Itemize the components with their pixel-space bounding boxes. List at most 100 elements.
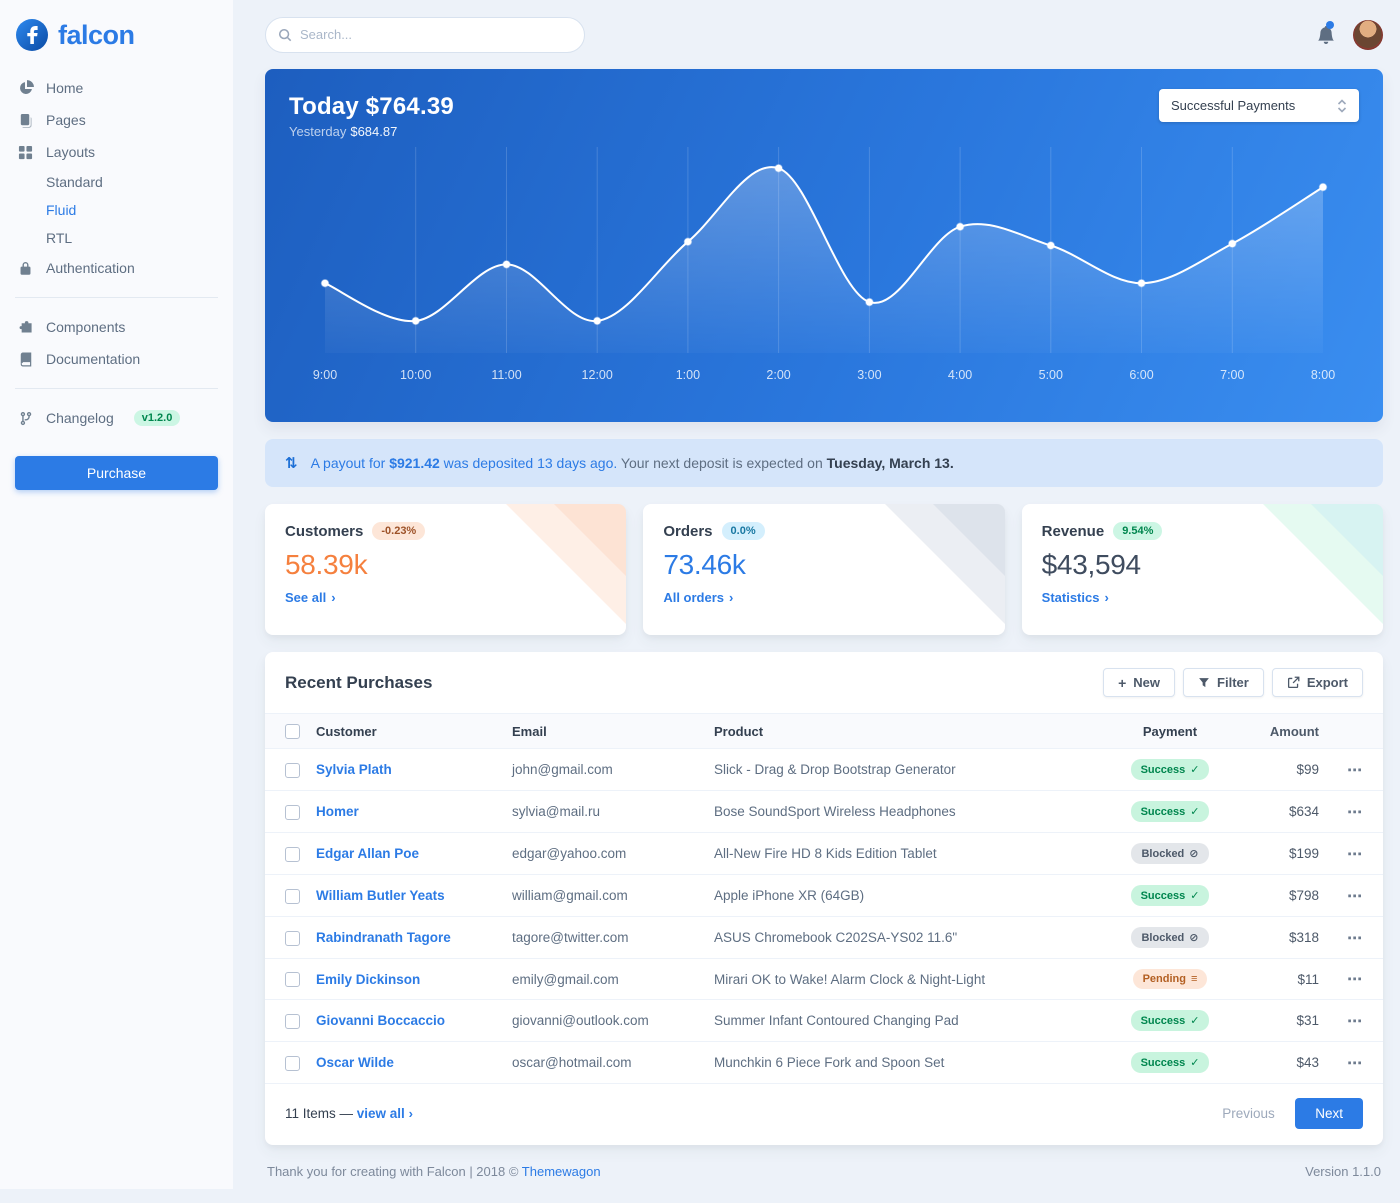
payment-status-icon: ⊘	[1189, 932, 1199, 945]
items-count: 11 Items —	[285, 1106, 357, 1122]
row-checkbox[interactable]	[285, 930, 300, 946]
row-actions-button[interactable]: ⋯	[1347, 845, 1363, 863]
user-avatar[interactable]	[1353, 19, 1383, 50]
sidebar-item-fluid[interactable]: Fluid	[46, 202, 77, 218]
stat-value: 58.39k	[285, 549, 368, 580]
chart-header: Today $764.39 Yesterday $684.87 Successfu…	[289, 89, 1359, 139]
themewagon-link[interactable]: Themewagon	[521, 1164, 601, 1180]
brand-logo[interactable]: falcon	[15, 14, 218, 72]
row-checkbox[interactable]	[285, 804, 300, 820]
row-actions-button[interactable]: ⋯	[1347, 1054, 1363, 1072]
payments-chart-card: Today $764.39 Yesterday $684.87 Successfu…	[265, 69, 1383, 422]
sidebar-item-layouts[interactable]: Layouts	[15, 136, 218, 168]
purchase-button[interactable]: Purchase	[15, 456, 218, 490]
notifications-bell-icon[interactable]	[1317, 20, 1335, 44]
payment-status-icon: ≡	[1190, 973, 1198, 986]
sidebar-item-home[interactable]: Home	[15, 72, 218, 104]
sidebar-item-documentation[interactable]: Documentation	[15, 343, 218, 375]
see-all-link[interactable]: See all ›	[285, 590, 336, 605]
select-all-checkbox[interactable]	[285, 724, 300, 740]
row-actions-button[interactable]: ⋯	[1347, 803, 1363, 821]
payments-type-select[interactable]: Successful Payments	[1159, 89, 1359, 122]
footer-thanks-text: Thank you for creating with Falcon | 201…	[267, 1164, 522, 1180]
svg-text:1:00: 1:00	[676, 368, 700, 382]
customer-link[interactable]: Sylvia Plath	[316, 762, 392, 778]
sidebar-item-label: Home	[46, 80, 84, 96]
amount: $798	[1241, 874, 1327, 918]
export-icon	[1287, 676, 1300, 689]
next-button[interactable]: Next	[1295, 1098, 1363, 1130]
search-input[interactable]	[265, 16, 585, 53]
svg-text:4:00: 4:00	[948, 368, 972, 382]
statistics-link[interactable]: Statistics ›	[1042, 590, 1109, 605]
recent-purchases-title: Recent Purchases	[285, 672, 433, 692]
export-button[interactable]: Export	[1271, 668, 1363, 697]
customer-link[interactable]: Edgar Allan Poe	[316, 846, 420, 862]
row-actions-button[interactable]: ⋯	[1347, 761, 1363, 779]
customer-link[interactable]: Homer	[316, 804, 359, 820]
amount: $99	[1241, 748, 1327, 792]
sidebar-divider	[15, 297, 218, 298]
sidebar: falcon Home Pages Layouts	[0, 0, 233, 1189]
customer-link[interactable]: William Butler Yeats	[316, 888, 445, 904]
previous-button[interactable]: Previous	[1222, 1106, 1275, 1122]
customer-link[interactable]: Giovanni Boccaccio	[316, 1013, 446, 1029]
copy-icon	[17, 113, 34, 128]
row-actions-button[interactable]: ⋯	[1347, 887, 1363, 905]
payout-amount: $921.42	[389, 455, 440, 471]
sidebar-item-pages[interactable]: Pages	[15, 104, 218, 136]
row-checkbox[interactable]	[285, 1055, 300, 1071]
version-badge: v1.2.0	[133, 410, 181, 426]
column-customer: Customer	[308, 712, 504, 750]
payment-status-badge: Success ✓	[1130, 1052, 1210, 1074]
row-actions-button[interactable]: ⋯	[1347, 1012, 1363, 1030]
customer-email: oscar@hotmail.com	[504, 1041, 706, 1085]
all-orders-link[interactable]: All orders ›	[663, 590, 733, 605]
payment-status-icon: ✓	[1190, 890, 1200, 903]
deposit-date: Tuesday, March 13.	[826, 455, 954, 471]
filter-button[interactable]: Filter	[1183, 668, 1264, 697]
row-checkbox[interactable]	[285, 888, 300, 904]
customer-email: edgar@yahoo.com	[504, 832, 706, 876]
svg-text:5:00: 5:00	[1039, 368, 1063, 382]
payout-text: A payout for $921.42 was deposited 13 da…	[311, 455, 954, 471]
chevron-right-icon: ›	[729, 590, 734, 605]
product-name: Mirari OK to Wake! Alarm Clock & Night-L…	[706, 958, 1099, 1001]
yesterday-label: Yesterday	[289, 124, 347, 139]
amount: $634	[1241, 790, 1327, 834]
stat-change-badge: 0.0%	[721, 522, 765, 540]
customer-link[interactable]: Rabindranath Tagore	[316, 930, 451, 946]
sidebar-divider	[15, 388, 218, 389]
sidebar-item-label: Authentication	[46, 260, 135, 276]
deposit-text: Your next deposit is expected on	[617, 455, 827, 471]
row-checkbox[interactable]	[285, 972, 300, 988]
table-row: Sylvia Plath john@gmail.com Slick - Drag &…	[265, 748, 1383, 792]
sidebar-item-components[interactable]: Components	[15, 311, 218, 343]
amount: $318	[1241, 916, 1327, 960]
table-footer: 11 Items — view all › Previous Next	[265, 1084, 1383, 1145]
row-checkbox[interactable]	[285, 762, 300, 778]
row-checkbox[interactable]	[285, 1013, 300, 1029]
view-all-link[interactable]: view all ›	[357, 1106, 413, 1121]
main-content: Today $764.39 Yesterday$684.87 Successfu…	[233, 0, 1400, 1189]
svg-text:6:00: 6:00	[1129, 368, 1153, 382]
new-button[interactable]: + New	[1103, 668, 1176, 697]
payout-link[interactable]: A payout for $921.42 was deposited 13 da…	[311, 455, 618, 471]
purchases-table: Customer Email Product Payment Amount Sy…	[265, 712, 1383, 1085]
sidebar-item-authentication[interactable]: Authentication	[15, 252, 218, 284]
sidebar-item-rtl[interactable]: RTL	[46, 230, 73, 246]
filter-icon	[1198, 677, 1210, 689]
row-actions-button[interactable]: ⋯	[1347, 971, 1363, 989]
sidebar-item-changelog[interactable]: Changelog v1.2.0	[15, 402, 218, 434]
sort-arrows-icon	[1337, 98, 1347, 113]
new-button-label: New	[1133, 675, 1161, 690]
plus-icon: +	[1118, 674, 1127, 691]
sidebar-item-standard[interactable]: Standard	[46, 174, 103, 190]
column-product: Product	[706, 712, 1099, 750]
svg-text:9:00: 9:00	[313, 368, 337, 382]
customer-link[interactable]: Oscar Wilde	[316, 1055, 394, 1071]
row-checkbox[interactable]	[285, 846, 300, 862]
payments-chart: 9:00 10:00 11:00 12:00 1:00 2:00 3:00 4:00 5:00 6…	[313, 147, 1335, 382]
row-actions-button[interactable]: ⋯	[1347, 929, 1363, 947]
customer-link[interactable]: Emily Dickinson	[316, 971, 421, 987]
